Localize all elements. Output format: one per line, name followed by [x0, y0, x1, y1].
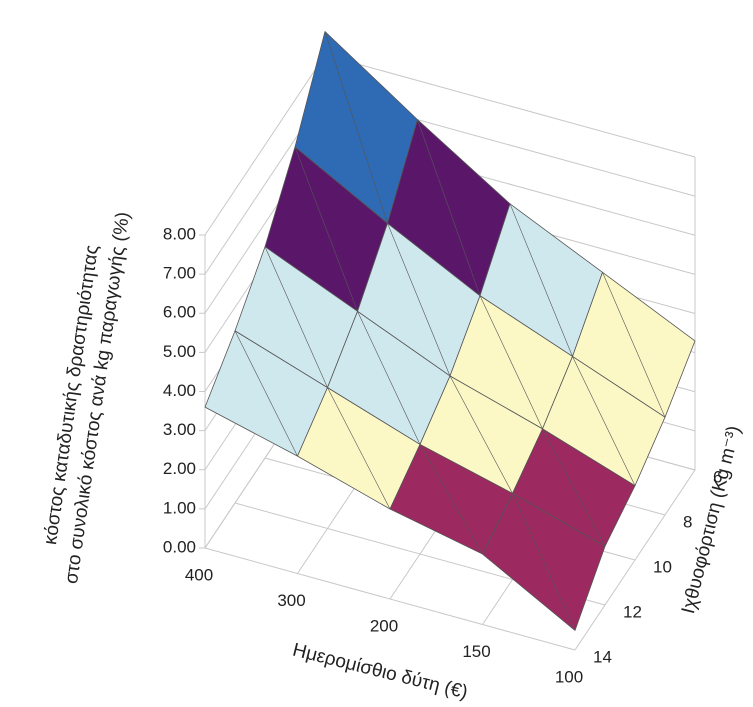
- z-tick-label: 1.00: [163, 498, 196, 517]
- x-tick-label: 400: [185, 565, 213, 584]
- patch-diagonal: [419, 444, 483, 555]
- z-tick-label: 5.00: [163, 342, 196, 361]
- patch-diagonal: [324, 31, 388, 224]
- y-tick-label: 8: [683, 512, 692, 531]
- patch-diagonal: [602, 272, 666, 418]
- z-tick-label: 6.00: [163, 303, 196, 322]
- z-tick-label: 7.00: [163, 264, 196, 283]
- x-tick-label: 150: [462, 642, 490, 661]
- y-tick-label: 10: [653, 557, 672, 576]
- z-tick-label: 8.00: [163, 224, 196, 243]
- x-axis-label: Ημερομίσθιο δύτη (€): [290, 640, 469, 702]
- z-tick-label: 2.00: [163, 459, 196, 478]
- patch-diagonal: [387, 223, 451, 377]
- z-tick-label: 3.00: [163, 420, 196, 439]
- patch-diagonal: [542, 428, 606, 547]
- y-tick-label: 6: [713, 467, 722, 486]
- x-tick-label: 300: [277, 591, 305, 610]
- x-tick-label: 200: [370, 616, 398, 635]
- patch-diagonal: [327, 387, 391, 510]
- patch-diagonal: [234, 330, 298, 457]
- y-tick-label: 12: [623, 602, 642, 621]
- grid-line: [204, 547, 576, 651]
- y-tick-label: 14: [593, 647, 612, 666]
- patch-diagonal: [572, 356, 636, 486]
- patch-diagonal: [479, 295, 543, 429]
- z-tick-label: 0.00: [163, 537, 196, 556]
- patch-diagonal: [294, 146, 358, 312]
- patch-diagonal: [512, 493, 576, 631]
- patch-diagonal: [509, 203, 573, 357]
- x-tick-label: 100: [555, 667, 583, 686]
- patch-diagonal: [449, 375, 513, 494]
- grid-line: [324, 54, 696, 158]
- patch-diagonal: [357, 311, 421, 445]
- patch-diagonal: [264, 246, 328, 388]
- grid-line: [204, 54, 326, 236]
- z-tick-label: 4.00: [163, 381, 196, 400]
- patch-diagonal: [417, 119, 481, 296]
